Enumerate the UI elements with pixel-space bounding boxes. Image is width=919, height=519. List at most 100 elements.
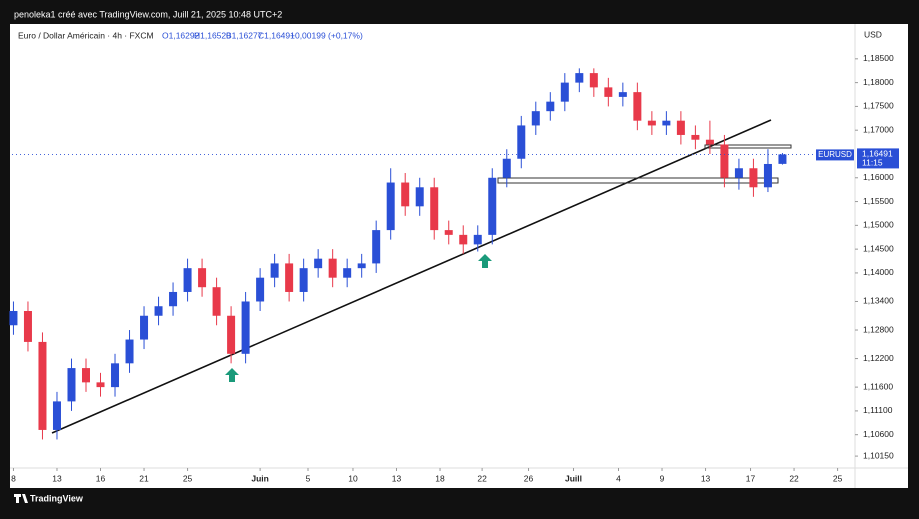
symbol-badge — [816, 149, 854, 161]
x-tick-label: 5 — [306, 473, 311, 483]
candle-body — [560, 82, 569, 102]
x-tick-label: 13 — [392, 473, 402, 483]
candle-body — [111, 363, 120, 388]
x-tick-label: 8 — [11, 473, 16, 483]
candle-body — [125, 339, 134, 364]
candle-body — [23, 310, 32, 342]
candle-body — [502, 158, 511, 178]
ohlc-low: B1,16277 — [226, 30, 263, 40]
x-tick-label: 9 — [660, 473, 665, 483]
candle-body — [401, 182, 410, 207]
candle-body — [299, 268, 308, 292]
candle-body — [734, 168, 743, 178]
x-tick-label: 10 — [348, 473, 358, 483]
candles — [9, 68, 787, 440]
currency: USD — [864, 29, 882, 39]
y-tick-label: 1,18500 — [863, 53, 894, 63]
candle-body — [372, 230, 381, 264]
x-tick-label: 25 — [183, 473, 193, 483]
candle-body — [343, 268, 352, 278]
candle-body — [517, 125, 526, 159]
candle-body — [749, 168, 758, 188]
candle-body — [676, 120, 685, 135]
y-tick-label: 1,10150 — [863, 450, 894, 460]
y-tick-label: 1,17500 — [863, 101, 894, 111]
price-badge-label: 1,16491 — [862, 149, 893, 159]
candle-body — [647, 120, 656, 126]
candle-body — [488, 177, 497, 235]
y-tick-label: 1,17000 — [863, 124, 894, 134]
brand-logo — [14, 494, 28, 503]
ohlc-open: O1,16292 — [162, 30, 200, 40]
x-tick-label: 22 — [789, 473, 799, 483]
candle-body — [81, 368, 90, 383]
candle-body — [589, 73, 598, 88]
candle-body — [618, 92, 627, 97]
price-badge — [857, 148, 899, 169]
x-tick-label: 22 — [477, 473, 487, 483]
y-tick-label: 1,16000 — [863, 172, 894, 182]
y-tick-label: 1,10600 — [863, 429, 894, 439]
candle-body — [154, 306, 163, 316]
up-arrow — [478, 254, 492, 268]
chart-title: Euro / Dollar Américain · 4h · FXCM — [18, 30, 154, 40]
candle-body — [9, 310, 18, 326]
candle-body — [256, 277, 265, 302]
support-zone — [497, 177, 779, 184]
candle-body — [386, 182, 395, 231]
candle-body — [778, 154, 787, 164]
x-tick-label: Juill — [565, 473, 582, 483]
y-tick-label: 1,11600 — [863, 381, 893, 391]
candle-body — [357, 263, 366, 269]
x-tick-label: 26 — [524, 473, 534, 483]
candle-body — [96, 382, 105, 388]
x-tick-label: 13 — [701, 473, 711, 483]
up-arrow — [225, 368, 239, 382]
candle-body — [691, 134, 700, 140]
attribution: penoleka1 créé avec TradingView.com, Jui… — [14, 9, 282, 19]
candle-body — [227, 315, 236, 354]
x-tick-label: 21 — [139, 473, 149, 483]
candle-body — [169, 291, 178, 307]
x-tick-label: 25 — [833, 473, 843, 483]
candle-body — [633, 92, 642, 121]
candle-body — [328, 258, 337, 278]
candle-body — [285, 263, 294, 292]
candle-body — [140, 315, 149, 340]
countdown-label: 11:15 — [862, 158, 883, 168]
y-tick-label: 1,11100 — [863, 405, 893, 415]
trend-line — [51, 119, 772, 434]
x-tick-label: 16 — [96, 473, 106, 483]
candle-body — [705, 139, 714, 145]
y-tick-label: 1,13400 — [863, 296, 894, 306]
y-tick-label: 1,14500 — [863, 243, 894, 253]
candle-body — [575, 73, 584, 83]
candle-body — [662, 120, 671, 126]
candle-body — [604, 87, 613, 97]
candle-body — [38, 341, 47, 430]
candle-body — [212, 287, 221, 316]
x-tick-label: Juin — [251, 473, 268, 483]
candle-body — [720, 144, 729, 178]
y-tick-label: 1,12800 — [863, 324, 894, 334]
candle-body — [444, 230, 453, 235]
candle-body — [430, 187, 439, 231]
y-tick-label: 1,18000 — [863, 77, 894, 87]
candle-body — [531, 111, 540, 126]
y-tick-label: 1,14000 — [863, 267, 894, 277]
ohlc-close: C1,16491 — [258, 30, 295, 40]
ohlc-high: H1,16520 — [194, 30, 231, 40]
candle-body — [314, 258, 323, 269]
candle-body — [763, 163, 772, 188]
candle-body — [183, 268, 192, 292]
resistance-zone — [704, 144, 792, 149]
candle-body — [198, 268, 207, 288]
y-tick-label: 1,15000 — [863, 220, 894, 230]
x-tick-label: 18 — [435, 473, 445, 483]
x-tick-label: 13 — [52, 473, 62, 483]
candle-body — [270, 263, 279, 278]
symbol-badge-label: EURUSD — [818, 150, 852, 159]
candle-body — [52, 401, 61, 430]
footer-brand: TradingView — [30, 493, 84, 503]
